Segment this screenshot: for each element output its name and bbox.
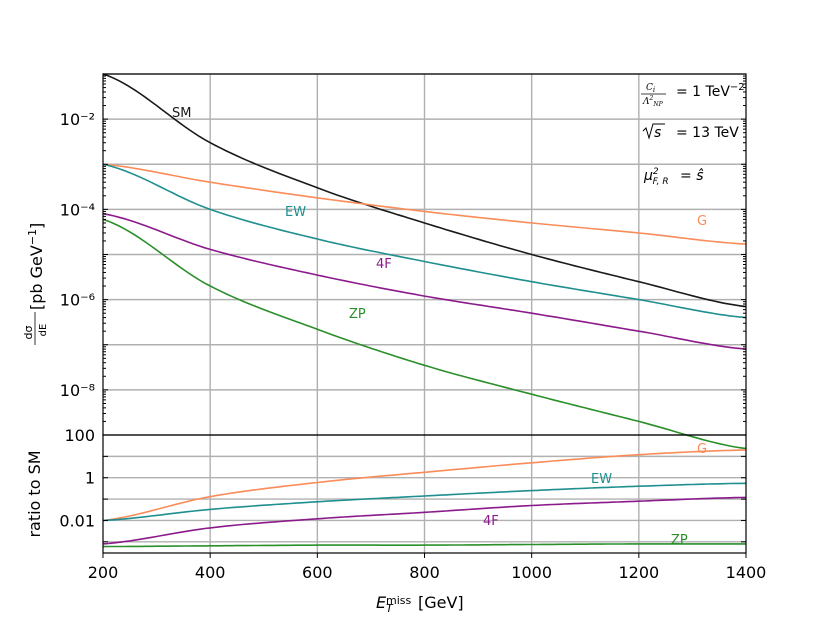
bottom-y-tick-labels: 100 1 0.01 bbox=[59, 426, 95, 530]
svg-text:miss: miss bbox=[386, 594, 412, 607]
series-line-4f bbox=[102, 496, 747, 545]
series-line-ew bbox=[102, 482, 747, 522]
y-tick-label: 1 bbox=[85, 469, 95, 488]
y-tick-label: 10⁻² bbox=[60, 110, 95, 129]
top-panel-series bbox=[102, 73, 747, 450]
svg-text:T: T bbox=[386, 602, 394, 615]
x-tick-label: 1200 bbox=[618, 563, 659, 582]
series-line-ew bbox=[102, 163, 747, 319]
svg-text:μ2F, R: μ2 F, R bbox=[643, 167, 669, 187]
y-tick-label: 10⁻⁶ bbox=[60, 291, 95, 310]
svg-text:Ci: Ci bbox=[646, 83, 655, 94]
x-tick-label: 400 bbox=[195, 563, 226, 582]
series-line-g bbox=[102, 163, 747, 245]
bottom-panel-series bbox=[102, 449, 747, 548]
bottom-panel-frame bbox=[102, 434, 747, 554]
series-label-zp: ZP bbox=[349, 307, 366, 322]
series-label-sm: SM bbox=[172, 106, 191, 121]
top-panel-grid bbox=[103, 73, 746, 435]
svg-text:= 13 TeV: = 13 TeV bbox=[676, 125, 739, 141]
annotation-coupling: Ci Λ2NP = 1 TeV−2 bbox=[641, 82, 745, 108]
ratio-label-4f: 4F bbox=[483, 514, 499, 529]
ratio-label-ew: EW bbox=[591, 472, 612, 487]
top-y-axis-label: dσ dE [pb GeV−1] bbox=[17, 223, 49, 345]
svg-text:dσ dE: dσ dE bbox=[17, 320, 49, 339]
series-line-sm bbox=[102, 73, 747, 308]
x-tick-label: 200 bbox=[88, 563, 119, 582]
y-tick-label: 10⁻⁸ bbox=[60, 381, 95, 400]
annotation-scale: μ2 F, R = ŝ bbox=[643, 167, 703, 187]
top-y-tick-labels: 10⁻² 10⁻⁴ 10⁻⁶ 10⁻⁸ bbox=[60, 110, 95, 400]
x-tick-label: 800 bbox=[409, 563, 440, 582]
y-tick-label: 100 bbox=[64, 426, 95, 445]
svg-text:E: E bbox=[376, 593, 387, 612]
x-axis-label: E miss T [GeV] bbox=[376, 593, 464, 615]
x-tick-labels: 200 400 600 800 1000 1200 1400 bbox=[88, 563, 767, 582]
y-tick-label: 10⁻⁴ bbox=[60, 200, 95, 219]
svg-text:[GeV]: [GeV] bbox=[418, 593, 464, 612]
svg-text:= 1 TeV−2: = 1 TeV−2 bbox=[676, 82, 745, 100]
series-line-zp bbox=[102, 543, 746, 548]
series-line-4f bbox=[102, 212, 747, 350]
svg-text:s: s bbox=[654, 125, 661, 141]
bottom-panel-grid bbox=[103, 435, 746, 553]
bottom-y-axis-label: ratio to SM bbox=[25, 450, 44, 537]
x-tick-label: 600 bbox=[302, 563, 333, 582]
series-label-g: G bbox=[697, 214, 707, 229]
svg-text:[pb GeV−1]: [pb GeV−1] bbox=[26, 223, 46, 310]
annotation-sqrt-s: s = 13 TeV bbox=[642, 123, 739, 141]
series-labels: SM G EW 4F ZP G EW 4F ZP bbox=[172, 106, 707, 548]
series-label-ew: EW bbox=[285, 205, 306, 220]
ratio-label-zp: ZP bbox=[671, 533, 688, 548]
ratio-label-g: G bbox=[697, 442, 707, 457]
series-line-zp bbox=[102, 218, 747, 450]
x-tick-label: 1000 bbox=[511, 563, 552, 582]
series-label-4f: 4F bbox=[376, 257, 392, 272]
svg-text:= ŝ: = ŝ bbox=[680, 168, 703, 184]
series-line-g bbox=[102, 449, 747, 522]
x-tick-label: 1400 bbox=[726, 563, 767, 582]
y-tick-label: 0.01 bbox=[59, 511, 95, 530]
svg-text:Λ2NP: Λ2NP bbox=[642, 95, 664, 108]
